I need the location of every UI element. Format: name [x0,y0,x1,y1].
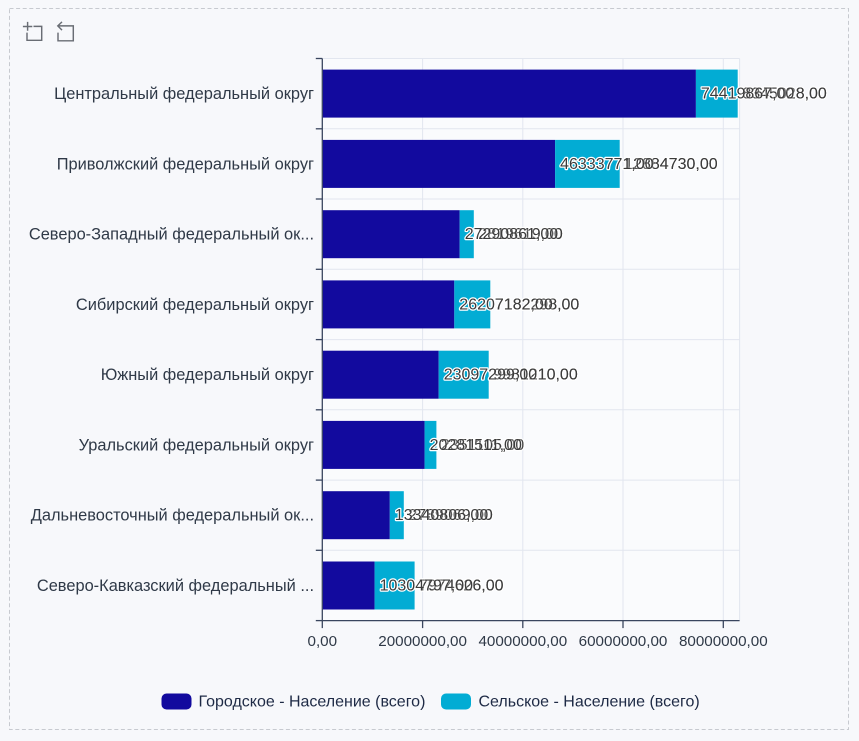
svg-text:7182298,00: 7182298,00 [495,296,580,313]
svg-text:8345028,00: 8345028,00 [742,86,827,103]
svg-text:12884730,00: 12884730,00 [624,156,718,173]
svg-text:7974626,00: 7974626,00 [419,578,504,595]
svg-text:2819619,00: 2819619,00 [478,226,563,243]
svg-text:74419867,00: 74419867,00 [701,86,795,103]
svg-text:9981210,00: 9981210,00 [493,367,578,384]
svg-text:2819619,00: 2819619,00 [478,226,563,243]
svg-text:2351105,00: 2351105,00 [441,437,524,454]
svg-text:Приволжский федеральный округ: Приволжский федеральный округ [57,155,314,173]
svg-text:Уральский федеральный округ: Уральский федеральный округ [79,436,314,454]
svg-text:0,00: 0,00 [308,633,338,650]
svg-text:7182298,00: 7182298,00 [495,296,580,313]
svg-text:60000000,00: 60000000,00 [579,633,668,650]
svg-text:40000000,00: 40000000,00 [478,633,567,650]
svg-text:12884730,00: 12884730,00 [624,156,718,173]
svg-text:9981210,00: 9981210,00 [493,367,578,384]
svg-text:Центральный федеральный округ: Центральный федеральный округ [54,85,314,103]
svg-text:26207182,00: 26207182,00 [459,296,553,313]
svg-text:20000000,00: 20000000,00 [378,633,467,650]
svg-text:2789069,00: 2789069,00 [408,507,493,524]
svg-text:23097299,00: 23097299,00 [444,367,538,384]
svg-text:Сельское - Население (всего): Сельское - Население (всего) [479,694,700,711]
svg-text:7974626,00: 7974626,00 [419,578,504,595]
svg-text:8345028,00: 8345028,00 [742,86,827,103]
svg-text:80000000,00: 80000000,00 [679,633,768,650]
svg-text:Северо-Западный федеральный ок: Северо-Западный федеральный ок... [29,226,314,244]
svg-text:Городское - Население (всего): Городское - Население (всего) [199,694,426,711]
svg-text:Северо-Кавказский федеральный: Северо-Кавказский федеральный ... [37,577,314,595]
svg-text:46333771,00: 46333771,00 [560,156,654,173]
svg-text:Сибирский федеральный округ: Сибирский федеральный округ [76,296,314,314]
svg-text:27290861,00: 27290861,00 [465,226,559,243]
svg-text:10304797,00: 10304797,00 [380,578,474,595]
svg-text:13340806,00: 13340806,00 [395,507,489,524]
svg-text:20281511,00: 20281511,00 [430,437,522,454]
svg-text:Южный федеральный округ: Южный федеральный округ [101,366,314,384]
svg-text:2351105,00: 2351105,00 [441,437,524,454]
svg-text:Дальневосточный федеральный ок: Дальневосточный федеральный ок... [31,507,314,525]
svg-text:2789069,00: 2789069,00 [408,507,493,524]
